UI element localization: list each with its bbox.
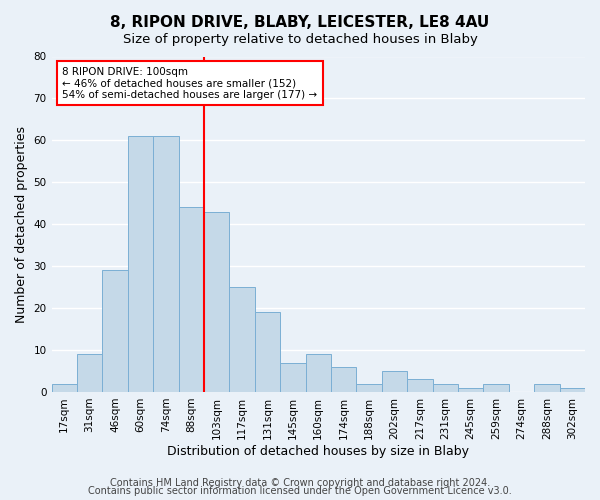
Bar [484,384,509,392]
Text: 8 RIPON DRIVE: 100sqm
← 46% of detached houses are smaller (152)
54% of semi-det: 8 RIPON DRIVE: 100sqm ← 46% of detached … [62,66,317,100]
Bar [52,384,77,392]
Bar [534,384,560,392]
Bar [382,371,407,392]
Bar [407,380,433,392]
X-axis label: Distribution of detached houses by size in Blaby: Distribution of detached houses by size … [167,444,469,458]
Bar [128,136,153,392]
Bar [179,208,204,392]
Text: 8, RIPON DRIVE, BLABY, LEICESTER, LE8 4AU: 8, RIPON DRIVE, BLABY, LEICESTER, LE8 4A… [110,15,490,30]
Bar [153,136,179,392]
Bar [229,287,255,392]
Bar [103,270,128,392]
Bar [77,354,103,392]
Bar [280,362,305,392]
Bar [560,388,585,392]
Bar [255,312,280,392]
Bar [305,354,331,392]
Bar [204,212,229,392]
Text: Contains public sector information licensed under the Open Government Licence v3: Contains public sector information licen… [88,486,512,496]
Bar [331,367,356,392]
Y-axis label: Number of detached properties: Number of detached properties [15,126,28,322]
Text: Contains HM Land Registry data © Crown copyright and database right 2024.: Contains HM Land Registry data © Crown c… [110,478,490,488]
Bar [458,388,484,392]
Text: Size of property relative to detached houses in Blaby: Size of property relative to detached ho… [122,32,478,46]
Bar [433,384,458,392]
Bar [356,384,382,392]
